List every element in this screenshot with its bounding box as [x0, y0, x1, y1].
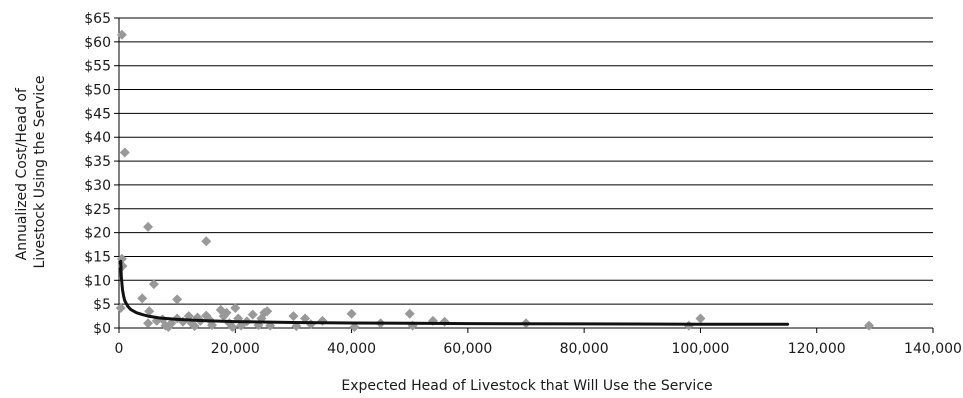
y-tick-label: $30	[84, 178, 111, 194]
y-tick-label: $50	[84, 83, 111, 99]
y-tick-label: $5	[93, 297, 111, 313]
y-tick-label: $20	[84, 226, 111, 242]
data-point-26	[207, 320, 218, 331]
data-point-50	[404, 308, 415, 319]
y-tick-label: $15	[84, 249, 111, 265]
x-tick-label: 140,000	[904, 341, 962, 357]
y-tick-label: $55	[84, 59, 111, 75]
y-tick-labels: $0 $5 $10 $15 $20 $25 $30 $35 $40 $45 $50 $55 $60 $65	[84, 11, 111, 337]
data-point-57	[864, 320, 875, 331]
y-tick-label: $10	[84, 273, 111, 289]
data-point-5	[143, 221, 154, 232]
y-tick-label: $35	[84, 154, 111, 170]
y-tick-label: $45	[84, 106, 111, 122]
x-tick-label: 100,000	[671, 341, 729, 357]
gridlines	[119, 17, 933, 305]
x-tick-label: 80,000	[560, 341, 609, 357]
data-point-31	[227, 322, 238, 333]
data-point-36	[247, 309, 258, 320]
data-point-16	[166, 318, 177, 329]
data-points	[115, 29, 875, 333]
y-tick-label: $60	[84, 35, 111, 51]
trend-curve	[119, 259, 790, 326]
data-point-44	[300, 313, 311, 324]
data-point-47	[346, 308, 357, 319]
data-point-10	[144, 306, 155, 317]
x-tick-label: 60,000	[443, 341, 492, 357]
data-point-0	[116, 29, 127, 40]
y-tick-label: $40	[84, 130, 111, 146]
x-tick-label: 0	[115, 341, 124, 357]
data-point-8	[137, 293, 148, 304]
x-tick-labels: 0 20,000 40,000 60,000 80,000 100,000 120,000 1…	[115, 341, 962, 357]
x-axis-title: Expected Head of Livestock that Will Use…	[341, 378, 712, 394]
y-axis-title: Annualized Cost/Head of Livestock Using …	[14, 76, 48, 269]
data-point-21	[189, 321, 200, 332]
y-axis-title-line-2: Livestock Using the Service	[32, 76, 48, 269]
data-point-11	[143, 318, 154, 329]
data-point-40	[262, 306, 273, 317]
trend-line	[119, 259, 790, 326]
data-point-56	[695, 313, 706, 324]
y-axis-title-line-1: Annualized Cost/Head of	[14, 87, 30, 260]
data-point-42	[288, 311, 299, 322]
y-tick-label: $25	[84, 202, 111, 218]
data-point-46	[317, 315, 328, 326]
data-point-1	[119, 147, 130, 158]
data-point-53	[439, 316, 450, 327]
y-tick-label: $0	[93, 321, 111, 337]
data-point-7	[148, 279, 159, 290]
y-tick-label: $65	[84, 11, 111, 27]
data-point-6	[201, 236, 212, 247]
data-point-48	[349, 322, 360, 333]
data-point-29	[221, 307, 232, 318]
x-tick-label: 40,000	[327, 341, 376, 357]
x-tick-label: 120,000	[788, 341, 846, 357]
data-point-32	[230, 302, 241, 313]
x-tick-label: 20,000	[211, 341, 260, 357]
data-point-9	[172, 294, 183, 305]
data-point-4	[115, 302, 126, 313]
